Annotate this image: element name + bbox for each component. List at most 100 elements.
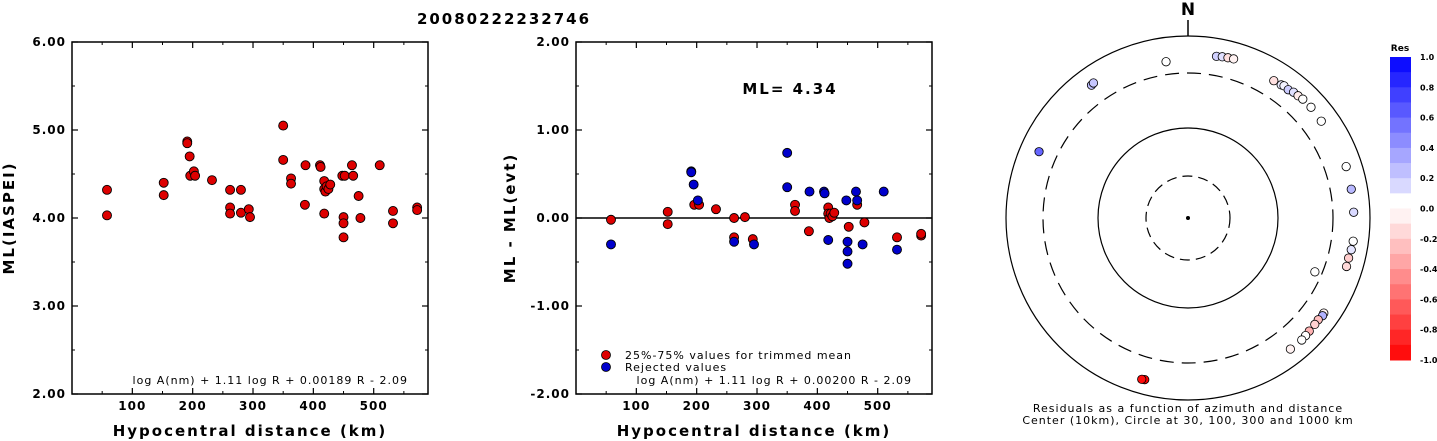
data-point: [374, 160, 385, 171]
data-point: [102, 184, 112, 195]
station-residual-point: [1348, 236, 1358, 246]
rejected-data-point: [857, 239, 868, 250]
station-residual-point: [1269, 76, 1279, 86]
colorbar-tick-label: 0.4: [1420, 144, 1435, 153]
colorbar-swatch: [1390, 132, 1411, 149]
y-tick-label: 4.00: [32, 211, 66, 225]
x-tick-label: 300: [743, 399, 771, 413]
rejected-data-point: [782, 147, 793, 158]
data-point: [916, 228, 927, 239]
colorbar-ticks: 1.0 0.8 0.6 0.4 0.2 0.0 -0.2 -0.4 -0.6 -0.8 -1.0: [1420, 53, 1437, 365]
data-point: [729, 213, 740, 223]
rejected-data-point: [842, 236, 853, 247]
colorbar-title: Res: [1391, 44, 1409, 54]
colorbar-swatches: [1390, 57, 1411, 361]
x-tick-label: 400: [299, 399, 327, 413]
panel-polar-residuals: N Residuals as a function of azimuth and…: [1005, 0, 1371, 427]
y-tick-label: 6.00: [32, 35, 66, 49]
rejected-data-point: [782, 182, 793, 193]
y-tick-label: 2.00: [536, 35, 570, 49]
data-point: [325, 179, 336, 190]
data-point: [339, 170, 350, 181]
colorbar-tick-label: 0.0: [1420, 205, 1435, 214]
data-point: [207, 175, 217, 186]
panel-ml-iaspei: 100 200 300 400 500 2.00 3.00 4.00 5.00 6.00 Hypo…: [0, 35, 429, 440]
data-point: [606, 214, 616, 225]
station-residual-point: [1298, 94, 1308, 104]
tick-layer: 100 200 300 400 500 2.00 3.00 4.00 5.00 6.00: [32, 35, 428, 413]
legend-label-accepted: 25%-75% values for trimmed mean: [625, 349, 852, 362]
colorbar-swatch: [1390, 253, 1411, 270]
x-tick-label: 400: [803, 399, 831, 413]
data-point: [353, 191, 364, 201]
station-residual-point: [1034, 147, 1044, 157]
colorbar-swatch: [1390, 223, 1411, 240]
y-axis-label: ML(IASPEI): [0, 161, 18, 274]
colorbar-tick-label: 0.8: [1420, 83, 1435, 92]
y-tick-label: 5.00: [32, 123, 66, 137]
data-point: [355, 213, 366, 223]
colorbar-swatch: [1390, 147, 1411, 164]
data-point: [412, 205, 423, 216]
ring-300km: [1042, 72, 1334, 364]
x-tick-label: 200: [179, 399, 207, 413]
rejected-data-point: [688, 179, 699, 190]
data-point: [158, 177, 169, 188]
chart-title: 20080222232746: [417, 10, 591, 28]
rejected-data-point: [692, 195, 703, 206]
rejected-data-point: [823, 235, 834, 245]
data-point: [347, 160, 357, 171]
legend-label-rejected: Rejected values: [625, 361, 727, 374]
data-point: [184, 151, 195, 162]
station-residual-point: [1285, 344, 1295, 354]
data-point: [790, 206, 800, 216]
data-point: [803, 226, 814, 237]
station-residual-point: [1341, 261, 1352, 272]
formula-label: log A(nm) + 1.11 log R + 0.00200 R - 2.0…: [637, 374, 912, 387]
caption-line-1: Residuals as a function of azimuth and d…: [1033, 402, 1343, 415]
formula-label: log A(nm) + 1.11 log R + 0.00189 R - 2.0…: [133, 374, 408, 387]
colorbar-tick-label: -0.4: [1420, 265, 1437, 274]
colorbar-swatch: [1390, 87, 1411, 103]
data-point: [299, 199, 310, 210]
rejected-data-point: [892, 244, 902, 255]
legend-marker-accepted: [601, 350, 611, 360]
colorbar-tick-label: 0.2: [1420, 174, 1434, 183]
station-residual-point: [1306, 102, 1316, 112]
colorbar-tick-label: -1.0: [1420, 356, 1437, 365]
colorbar-tick-label: -0.6: [1420, 295, 1437, 304]
station-residual-point: [1346, 245, 1356, 255]
colorbar-tick-label: 1.0: [1420, 53, 1435, 62]
station-residual-point: [1341, 162, 1351, 172]
data-point: [662, 219, 673, 230]
rejected-data-point: [841, 195, 852, 206]
colorbar-swatch: [1390, 344, 1411, 361]
caption-line-2: Center (10km), Circle at 30, 100, 300 an…: [1022, 414, 1353, 427]
colorbar-swatch: [1390, 208, 1411, 225]
data-point: [388, 206, 398, 216]
x-tick-label: 500: [864, 399, 892, 413]
y-tick-label: 1.00: [536, 123, 570, 137]
station-residual-point: [1088, 78, 1099, 88]
station-residual-point: [1349, 207, 1359, 217]
data-point: [235, 184, 246, 195]
data-point: [338, 218, 349, 229]
colorbar-swatch: [1390, 163, 1411, 179]
rejected-data-point: [686, 167, 697, 178]
colorbar-swatch: [1390, 102, 1411, 119]
tick-layer: 100 200 300 400 500 -2.00 -1.00 0.00 1.00 2.00: [530, 35, 932, 413]
epicenter-dot: [1186, 216, 1190, 220]
colorbar-swatch: [1390, 238, 1411, 255]
x-tick-label: 100: [622, 399, 650, 413]
x-axis-label: Hypocentral distance (km): [617, 422, 892, 440]
colorbar-tick-label: 0.6: [1420, 114, 1435, 123]
data-point: [859, 217, 870, 228]
colorbar-swatch: [1390, 329, 1411, 346]
data-point: [225, 184, 236, 195]
colorbar-swatch: [1390, 314, 1411, 331]
north-label: N: [1181, 0, 1195, 20]
x-tick-label: 300: [239, 399, 267, 413]
data-point: [102, 210, 112, 221]
colorbar-tick-label: -0.2: [1420, 235, 1437, 244]
